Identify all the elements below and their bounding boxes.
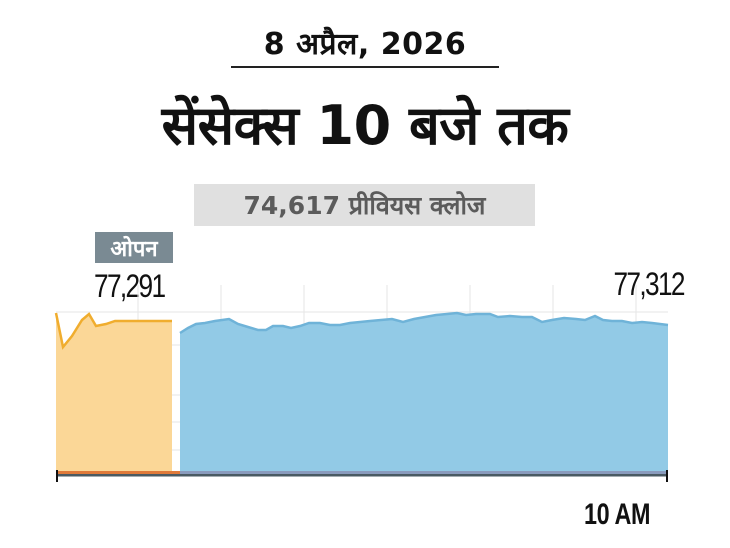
- market-line: [179, 311, 669, 335]
- open-badge: ओपन: [95, 232, 173, 263]
- previous-close-label: 74,617 प्रीवियस क्लोज: [194, 184, 535, 226]
- date-underline: [231, 66, 499, 68]
- market-area: [180, 313, 668, 472]
- close-value: 77,312: [613, 266, 686, 302]
- open-badge-label: ओपन: [110, 236, 158, 262]
- x-axis-end-label: 10 AM: [584, 498, 651, 531]
- pre-open-area: [56, 313, 172, 472]
- previous-close-text: 74,617 प्रीवियस क्लोज: [243, 191, 486, 220]
- chart-date: 8 अप्रैल, 2026: [263, 27, 467, 62]
- open-value: 77,291: [94, 268, 166, 304]
- pre-open-line: [54, 312, 172, 350]
- chart-title: सेंसेक्स 10 बजे तक: [161, 94, 569, 157]
- x-axis: [56, 470, 668, 482]
